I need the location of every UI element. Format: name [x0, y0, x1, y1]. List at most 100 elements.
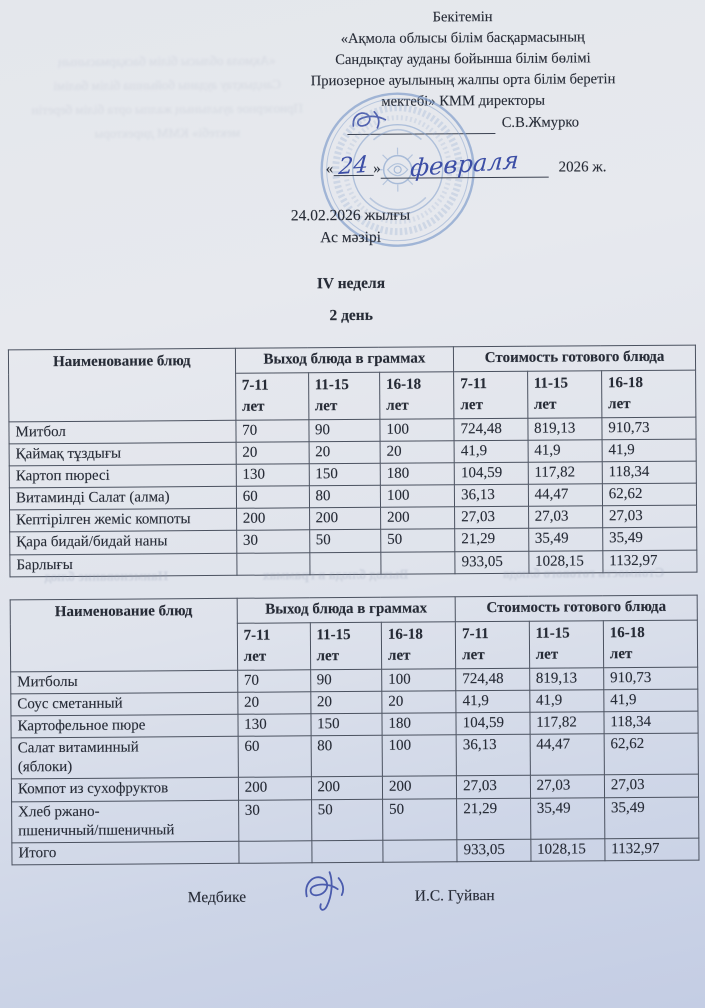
age-column-header: 7-11 лет: [237, 622, 311, 670]
value-cell: 80: [308, 485, 381, 509]
value-cell: 27,03: [530, 775, 605, 798]
menu-date-title: 24.02.2026 жылғы: [290, 206, 411, 225]
value-cell: 44,47: [529, 733, 605, 776]
column-header-cost-group: Стоимость готового блюда: [453, 345, 696, 372]
column-header-dish-name: Наименование блюд: [8, 348, 236, 422]
value-cell: 104,59: [456, 712, 530, 735]
age-column-header: 11-15 лет: [527, 370, 602, 418]
value-cell: 50: [311, 798, 383, 841]
approval-block: Бекітемін «Ақмола облысы білім басқармас…: [229, 6, 698, 139]
nurse-role-label: Медбике: [187, 888, 247, 907]
age-column-header: 7-11 лет: [453, 370, 528, 419]
value-cell: 933,05: [454, 550, 529, 574]
value-cell: 41,9: [529, 689, 604, 713]
dish-name-cell: Картоп пюресі: [9, 464, 237, 488]
menu-table-kazakh: Наименование блюд Выход блюда в граммах Ст…: [7, 344, 698, 578]
value-cell: 20: [310, 690, 382, 714]
menu-table-russian: Наименование блюд Выход блюда в граммах Ст…: [9, 594, 700, 866]
day-label: 2 день: [329, 306, 373, 325]
value-cell: 35,49: [604, 796, 699, 839]
value-cell: 60: [237, 735, 311, 778]
nurse-name: И.С. Гуйван: [414, 887, 495, 905]
approval-date-row: «24» февраля 2026 ж.: [325, 146, 607, 182]
value-cell: 50: [380, 529, 455, 552]
value-cell: 118,34: [603, 710, 699, 734]
value-cell: 1132,97: [604, 838, 699, 861]
value-cell: 910,73: [603, 666, 698, 690]
value-cell: 41,9: [603, 688, 698, 712]
value-cell: 70: [237, 669, 311, 692]
table-row: Итого 933,05 1028,15 1132,97: [11, 838, 699, 866]
value-cell: 200: [236, 508, 310, 531]
column-header-weight-group: Выход блюда в граммах: [236, 596, 456, 623]
age-column-header: 11-15 лет: [308, 371, 380, 420]
week-label: IV неделя: [316, 274, 386, 293]
official-stamp: [320, 92, 475, 247]
handwritten-day: 24: [333, 152, 374, 180]
value-cell: 62,62: [603, 733, 699, 776]
value-cell: 20: [380, 440, 455, 464]
table-row: Салат витаминный (яблоки) 60 80 100 36,13 44,…: [11, 733, 699, 780]
value-cell: 21,29: [456, 797, 531, 840]
value-cell: 35,49: [528, 528, 603, 551]
value-cell: 41,9: [454, 439, 528, 463]
value-cell: 20: [381, 690, 457, 714]
dish-name-cell: Салат витаминный (яблоки): [11, 736, 239, 780]
dish-name-cell: Картофельное пюре: [10, 714, 238, 738]
value-cell: 724,48: [454, 417, 528, 441]
table-row: Хлеб ржано- пшеничный/пшеничный 30 50 50 21,…: [11, 796, 699, 843]
dish-name-cell: Митболы: [10, 669, 238, 694]
value-cell: [382, 839, 458, 863]
age-column-header: 11-15 лет: [309, 621, 382, 670]
age-column-header: 16-18 лет: [379, 371, 455, 419]
dish-name-cell: Қара бидай/бидай наны: [9, 530, 237, 555]
value-cell: 60: [236, 485, 310, 509]
value-cell: 1028,15: [530, 838, 605, 862]
value-cell: 80: [310, 735, 383, 778]
dish-name-cell: Хлеб ржано- пшеничный/пшеничный: [11, 799, 239, 843]
value-cell: 27,03: [604, 774, 699, 798]
value-cell: 200: [310, 776, 383, 800]
value-cell: 27,03: [602, 505, 697, 529]
value-cell: 130: [235, 463, 309, 487]
value-cell: 20: [237, 691, 311, 715]
value-cell: 819,13: [527, 417, 602, 440]
value-cell: 150: [308, 463, 381, 486]
age-column-header: 11-15 лет: [528, 620, 604, 668]
value-cell: [311, 840, 383, 863]
value-cell: 30: [238, 799, 312, 842]
value-cell: 180: [381, 712, 457, 736]
age-column-header: 7-11 лет: [235, 372, 309, 420]
column-header-cost-group: Стоимость готового блюда: [455, 595, 698, 622]
column-header-dish-name: Наименование блюд: [10, 598, 238, 672]
value-cell: 130: [237, 713, 311, 737]
value-cell: 41,9: [527, 439, 603, 463]
dish-name-cell: Қаймақ тұздығы: [9, 442, 236, 466]
value-cell: 27,03: [454, 506, 529, 530]
open-quote: «: [325, 161, 334, 178]
value-cell: 118,34: [602, 460, 697, 484]
value-cell: 150: [310, 713, 383, 736]
value-cell: 35,49: [530, 797, 605, 840]
value-cell: 200: [309, 507, 381, 531]
value-cell: 62,62: [602, 483, 697, 507]
value-cell: 724,48: [455, 667, 530, 691]
value-cell: 200: [382, 776, 457, 799]
value-cell: 1132,97: [602, 549, 697, 573]
value-cell: [238, 840, 312, 864]
footer-signature-row: Медбике И.С. Гуйван: [3, 871, 705, 951]
value-cell: 50: [309, 529, 381, 553]
value-cell: [236, 552, 310, 576]
value-cell: 180: [380, 462, 455, 486]
director-name: С.В.Жмурко: [501, 114, 580, 131]
dish-name-cell: Митбол: [8, 419, 236, 444]
age-column-header: 7-11 лет: [455, 620, 530, 669]
age-column-header: 16-18 лет: [603, 619, 698, 668]
dish-name-cell: Кептірілген жеміс компоты: [9, 508, 237, 533]
value-cell: 200: [238, 777, 312, 800]
value-cell: 910,73: [601, 416, 697, 440]
value-cell: 100: [379, 418, 455, 441]
value-cell: 117,82: [529, 711, 604, 735]
